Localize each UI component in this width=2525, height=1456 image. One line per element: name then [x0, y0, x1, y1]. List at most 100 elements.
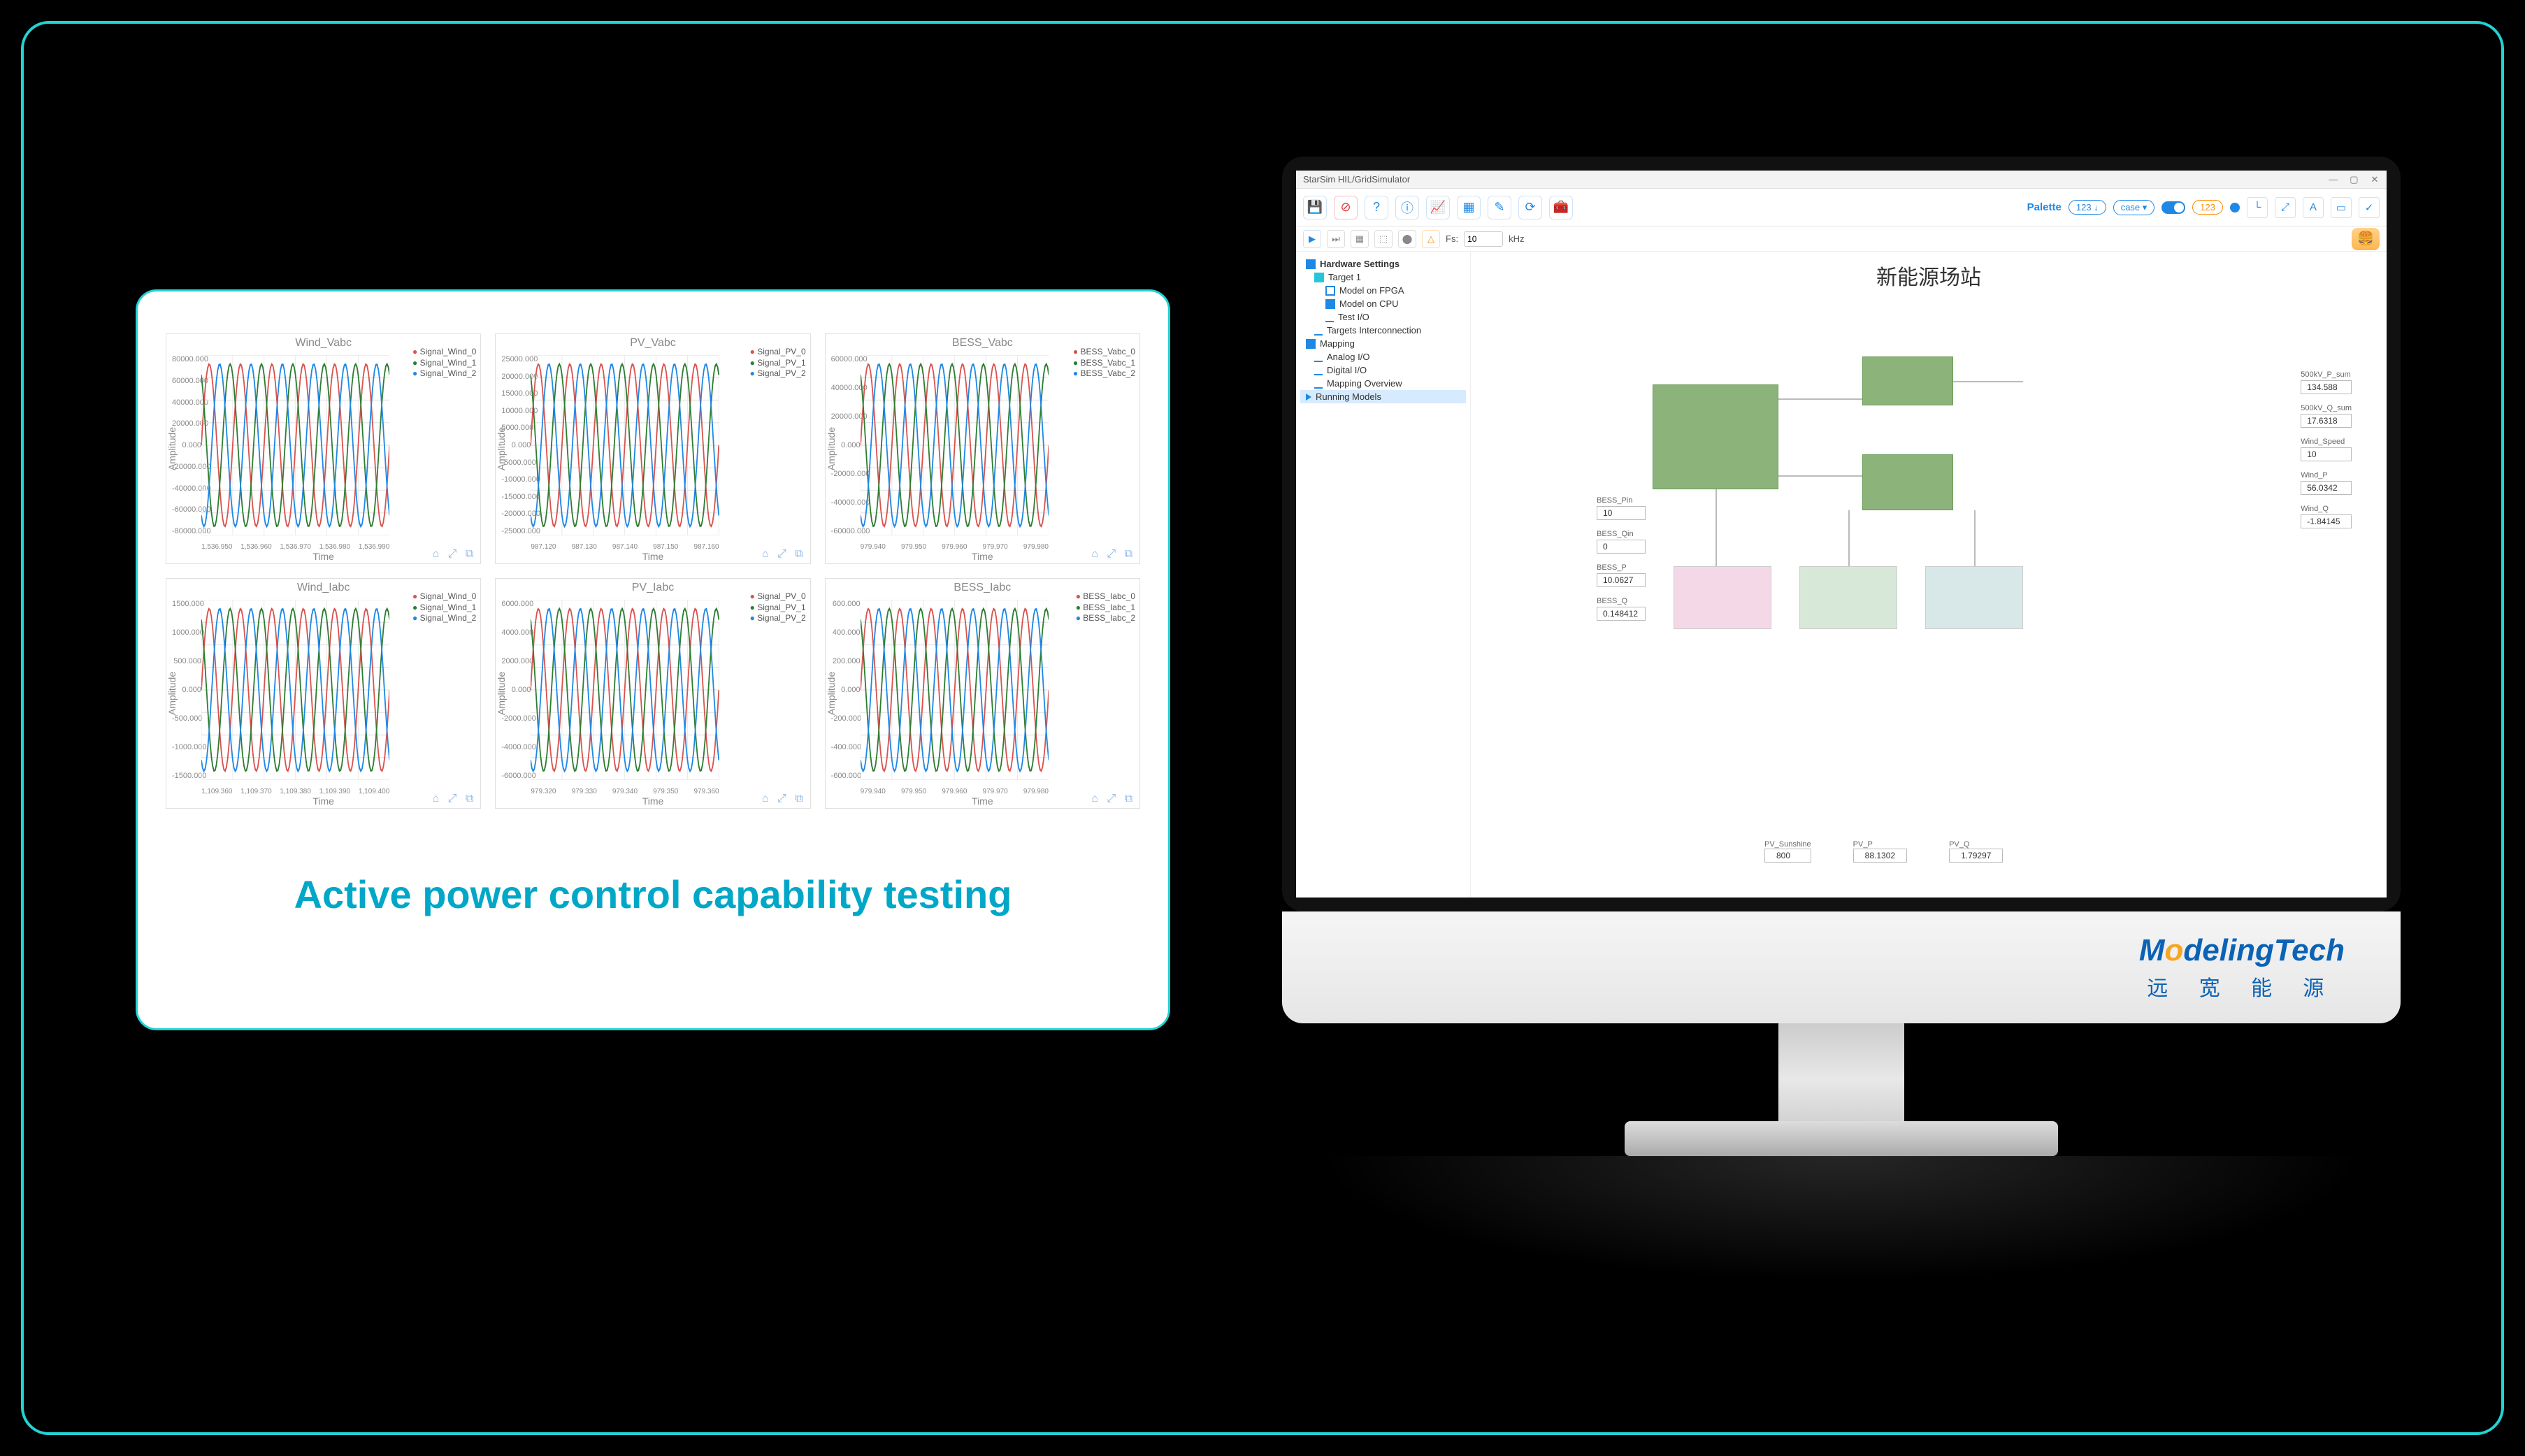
- palette-label: Palette: [2027, 201, 2062, 213]
- layout-icon[interactable]: ▦: [1457, 196, 1481, 219]
- tool-axes-icon[interactable]: ⤢: [2275, 197, 2296, 218]
- canvas-title: 新能源场站: [1876, 260, 1981, 291]
- wire: [1974, 510, 1976, 566]
- tree-item[interactable]: Model on CPU: [1300, 297, 1466, 310]
- close-button[interactable]: ✕: [2370, 174, 2380, 185]
- wire: [1778, 398, 1862, 400]
- monitor-chin: ModelingTech 远 宽 能 源: [1282, 911, 2401, 1023]
- monitor: StarSim HIL/GridSimulator — ▢ ✕ 💾 ⊘ ? ⓘ …: [1282, 157, 2401, 1247]
- minimize-button[interactable]: —: [2329, 174, 2338, 185]
- fs-input[interactable]: [1464, 231, 1503, 247]
- toolbox-icon[interactable]: 🧰: [1549, 196, 1573, 219]
- readout: 500kV_Q_sum17.6318: [2301, 404, 2352, 428]
- tool-text-icon[interactable]: A: [2303, 197, 2324, 218]
- tree-panel: Hardware Settings Target 1Model on FPGAM…: [1296, 252, 1471, 898]
- mini-scope-3[interactable]: [1925, 566, 2023, 629]
- burger-icon[interactable]: 🍔: [2352, 228, 2380, 250]
- fs-label: Fs:: [1446, 233, 1458, 244]
- diagram: BESS_Pin10 BESS_Qin0 BESS_P10.0627 BESS_Q0.…: [1597, 301, 2359, 870]
- palette-group: Palette 123 ↓ case ▾ 123 └ ⤢ A ▭ ✓: [2027, 197, 2380, 218]
- tool-line-icon[interactable]: └: [2247, 197, 2268, 218]
- block-main[interactable]: [1653, 384, 1778, 489]
- tree-item[interactable]: Test I/O: [1300, 310, 1466, 324]
- monitor-stand-base: [1625, 1121, 2058, 1156]
- monitor-stand-neck: [1778, 1023, 1904, 1135]
- pill-case[interactable]: case ▾: [2113, 200, 2155, 215]
- info-icon[interactable]: ⓘ: [1395, 196, 1419, 219]
- footer-readout: PV_P88.1302: [1853, 840, 1907, 863]
- tree-root[interactable]: Hardware Settings: [1300, 257, 1466, 271]
- mini-chart: Wind_Vabc Amplitude Time 80000.00060000.…: [166, 333, 481, 564]
- warning-icon[interactable]: △: [1422, 230, 1440, 248]
- fs-unit: kHz: [1509, 233, 1524, 244]
- readout: Wind_P56.0342: [2301, 471, 2352, 495]
- window-title-text: StarSim HIL/GridSimulator: [1303, 174, 1410, 185]
- readout: Wind_Speed10: [2301, 438, 2352, 461]
- tree-item[interactable]: Target 1: [1300, 271, 1466, 284]
- mini-scope-1[interactable]: [1674, 566, 1771, 629]
- wire: [1715, 489, 1717, 566]
- chart-grid: Wind_Vabc Amplitude Time 80000.00060000.…: [166, 333, 1140, 809]
- app-screen: StarSim HIL/GridSimulator — ▢ ✕ 💾 ⊘ ? ⓘ …: [1296, 171, 2387, 898]
- cancel-icon[interactable]: ⊘: [1334, 196, 1358, 219]
- step-button[interactable]: ⏭: [1327, 230, 1345, 248]
- palette-toggle[interactable]: [2161, 201, 2185, 214]
- brand-en: ModelingTech: [2139, 933, 2345, 968]
- tool-check-icon[interactable]: ✓: [2359, 197, 2380, 218]
- block-sub1[interactable]: [1862, 356, 1953, 405]
- footer-readouts: PV_Sunshine800 PV_P88.1302 PV_Q1.79297: [1764, 840, 2003, 863]
- wire: [1848, 510, 1850, 566]
- sub-toolbar: ▶ ⏭ ▦ ⬚ ⬤ △ Fs: kHz 🍔: [1296, 226, 2387, 252]
- readout: BESS_P10.0627: [1597, 563, 1646, 587]
- mini-chart: BESS_Iabc Amplitude Time 600.000400.0002…: [825, 578, 1140, 809]
- save-button[interactable]: 💾: [1303, 196, 1327, 219]
- tool-scope-icon[interactable]: ▭: [2331, 197, 2352, 218]
- outer-frame: Wind_Vabc Amplitude Time 80000.00060000.…: [21, 21, 2504, 1435]
- maximize-button[interactable]: ▢: [2349, 174, 2359, 185]
- refresh-icon[interactable]: ⟳: [1518, 196, 1542, 219]
- palette-dot[interactable]: [2230, 203, 2240, 212]
- play-button[interactable]: ▶: [1303, 230, 1321, 248]
- mini-chart: BESS_Vabc Amplitude Time 60000.00040000.…: [825, 333, 1140, 564]
- monitor-reflection: [1317, 1156, 2366, 1282]
- tree-item[interactable]: Running Models: [1300, 390, 1466, 403]
- edit-icon[interactable]: ✎: [1488, 196, 1511, 219]
- mini-chart: Wind_Iabc Amplitude Time 1500.0001000.00…: [166, 578, 481, 809]
- body-area: Hardware Settings Target 1Model on FPGAM…: [1296, 252, 2387, 898]
- stop-button[interactable]: ⬚: [1374, 230, 1393, 248]
- tree-item[interactable]: Digital I/O: [1300, 363, 1466, 377]
- readout: BESS_Q0.148412: [1597, 597, 1646, 621]
- record-button[interactable]: ⬤: [1398, 230, 1416, 248]
- grid-button[interactable]: ▦: [1351, 230, 1369, 248]
- monitor-bezel: StarSim HIL/GridSimulator — ▢ ✕ 💾 ⊘ ? ⓘ …: [1282, 157, 2401, 911]
- footer-readout: PV_Q1.79297: [1949, 840, 2003, 863]
- pill-123b[interactable]: 123: [2192, 200, 2223, 215]
- window-titlebar: StarSim HIL/GridSimulator — ▢ ✕: [1296, 171, 2387, 189]
- tree-item[interactable]: Analog I/O: [1300, 350, 1466, 363]
- mini-chart: PV_Iabc Amplitude Time 6000.0004000.0002…: [495, 578, 810, 809]
- readout: BESS_Qin0: [1597, 530, 1646, 554]
- footer-readout: PV_Sunshine800: [1764, 840, 1811, 863]
- pill-123a[interactable]: 123 ↓: [2069, 200, 2106, 215]
- help-icon[interactable]: ?: [1365, 196, 1388, 219]
- brand-cn: 远 宽 能 源: [2139, 971, 2345, 1002]
- chart-icon[interactable]: 📈: [1426, 196, 1450, 219]
- readout: 500kV_P_sum134.588: [2301, 370, 2352, 394]
- wire: [1778, 475, 1862, 477]
- model-canvas[interactable]: 新能源场站: [1471, 252, 2387, 898]
- main-toolbar: 💾 ⊘ ? ⓘ 📈 ▦ ✎ ⟳ 🧰 Palette 123 ↓ case ▾: [1296, 189, 2387, 226]
- readout: Wind_Q-1.84145: [2301, 505, 2352, 528]
- tree-item[interactable]: Model on FPGA: [1300, 284, 1466, 297]
- tree-item[interactable]: Targets Interconnection: [1300, 324, 1466, 337]
- tree-item[interactable]: Mapping Overview: [1300, 377, 1466, 390]
- left-chart-card: Wind_Vabc Amplitude Time 80000.00060000.…: [136, 289, 1170, 1030]
- left-caption: Active power control capability testing: [166, 872, 1140, 917]
- mini-scope-2[interactable]: [1799, 566, 1897, 629]
- block-sub2[interactable]: [1862, 454, 1953, 510]
- readout: BESS_Pin10: [1597, 496, 1646, 520]
- wire: [1953, 381, 2023, 382]
- mini-chart: PV_Vabc Amplitude Time 25000.00020000.00…: [495, 333, 810, 564]
- tree-item[interactable]: Mapping: [1300, 337, 1466, 350]
- brand-logo: ModelingTech 远 宽 能 源: [2139, 933, 2345, 1002]
- window-buttons: — ▢ ✕: [2320, 174, 2380, 185]
